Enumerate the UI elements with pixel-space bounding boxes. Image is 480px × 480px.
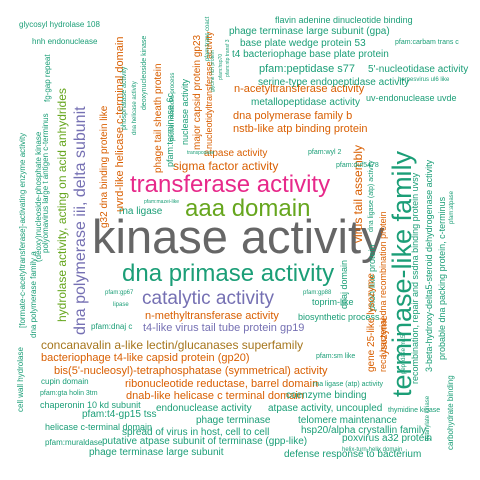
word-protein-metabolic: protein metabolic process [170,72,176,141]
word-capsid-gp20: bacteriophage t4-like capsid protein (gp… [41,352,250,364]
word-n-acetyltransferase: n-acetyltransferase activity [234,83,365,95]
word-hydrolase-activity: hydrolase activity, acting on acid anhyd… [55,88,69,322]
word-dna-polymerase-iii: dna polymerase iii, delta subunit [72,106,89,335]
word-peptidase-m15: peptidase m15 [401,334,407,374]
word-phage-terminase-large: phage terminase large subunit [89,447,224,458]
word-pfam-sm-like: pfam:sm like [316,353,356,360]
word-dna-ligase-atp: dna ligase (atp) activity [368,160,375,232]
word-dna-packing: probable dna packing protein, c-terminus [437,196,447,360]
word-hsp20: hsp20/alpha crystallin family [301,425,427,436]
word-telomere: telomere maintenance [298,415,397,426]
word-steroid-dehydrogenase: 3-beta-hydroxy-delta5-steroid dehydrogen… [424,159,434,372]
word-g32-dna-binding: g32 dna binding protein like [99,105,110,228]
word-atpase-activity: atpase activity [204,148,268,159]
word-hnh-endonuclease: hnh endonuclease [32,37,98,46]
word-endonuclease-activity: endonuclease activity [156,403,252,414]
word-deoxy-nucleoside-phosphate: (deoxy)nucleoside-phosphate kinase [34,131,43,262]
word-t4-base-plate: t4 bacteriophage base plate protein [232,49,389,60]
word-deoxynucleoside-kinase: deoxynucleoside kinase [141,35,148,110]
word-sigma-factor: sigma factor activity [173,159,279,173]
word-concanavalin: concanavalin a-like lectin/glucanases su… [41,338,304,352]
word-biosynthetic-process: biosynthetic process [298,312,380,322]
word-pfam-peptidase-s77: pfam:peptidase s77 [259,63,356,75]
word-metallopeptidase: metallopeptidase activity [251,97,360,108]
word-dna-primase-activity: dna primase activity [122,260,335,287]
word-pfam-gp67: pfam:gp67 [105,290,134,296]
word-dna-helicase-activity: dna helicase activity [132,81,138,135]
word-putative-atpase: putative atpase subunit of terminase (gp… [102,436,308,447]
word-thymidine-kinase: thymidine kinase [388,407,441,414]
word-helicase-c-terminal: helicase c-terminal domain [45,422,153,432]
word-terminase-gpa: phage terminase large subunit (gpa) [229,26,390,37]
word-glycine-rich: glycine rich protein [210,50,216,92]
word-cupin-domain: cupin domain [41,377,89,386]
word-serine-endopeptidase: serine-type endopeptidase activity [258,77,410,88]
word-cell-wall-hydrolase: cell wall hydrolase [16,347,25,412]
word-glycosyl-hydrolase: glycosyl hydrolase 108 [19,20,100,29]
word-pfam-carbam: pfam:carbam trans c [395,39,459,46]
word-helix-turn-helix: helix-turn-helix domain [342,447,403,453]
word-catalytic-activity: catalytic activity [142,288,274,309]
word-dnaj-domain: dnaj domain [339,259,349,309]
word-5-nucleotidase: 5'-nucleotidase activity [368,64,469,75]
word-atpase-uncoupled: atpase activity, uncoupled [268,403,383,414]
word-formate-acetyltransferase: [formate-c-acetyltransferase]-activating… [18,132,27,328]
word-spread-of-virus: spread of virus in host, cell to cell [122,427,270,438]
word-pfam-muraldase: pfam:muraldase [45,438,103,447]
word-carbohydrate-binding: carbohydrate binding [446,375,455,450]
word-chaperonin: chaperonin 10 kd subunit [40,400,141,410]
word-phage-tail-sheath: phage tail sheath protein [153,63,164,173]
word-major-capsid-gp23: major capsid protein gp23 [192,34,203,150]
word-nstb-atp: nstb-like atp binding protein [233,123,368,135]
word-pfam-trans-coact: pfam:trans coact [205,16,211,61]
word-t4-tail-tube: t4-like virus tail tube protein gp19 [143,322,305,334]
word-nuclease-activity: nuclease activity [180,78,190,145]
word-pfam-mazei: pfam:mazei-like [144,199,180,205]
word-toprim-like: toprim-like [312,297,354,307]
word-recombination-uvsy: recombination, repair and ssdna binding … [410,172,420,384]
word-coenzyme-binding: coenzyme binding [286,390,367,401]
word-ribonucleotide-reductase: ribonucleotide reductase, barrel domain [125,378,319,390]
word-poxvirus-a32: poxvirus a32 protein [342,433,433,444]
word-defense-response: defense response to bacterium [284,449,422,460]
word-rna-ligase-atp: rna ligase (atp) activity [313,381,384,388]
word-transposase: transposase [187,150,215,156]
word-phosphatase-activity: phosphatase activity [121,66,128,130]
word-base-plate-wedge: base plate wedge protein 53 [240,38,366,49]
word-lipase: lipase [113,302,129,308]
word-pfam-hsp70: pfam:hsp70 [218,53,224,80]
word-kinase-activity: kinase activity [92,210,385,263]
word-phage-terminase: phage terminase [196,415,271,426]
word-pfam-duf5478: pfam:duf5478 [336,162,379,169]
word-polyomavirus: polyomavirus large t antigen c-terminus [41,113,50,253]
word-pfam-ntp-transf: pfam:ntp transf 3 [225,39,231,77]
word-dna-pol-family-b: dna polymerase family b [233,110,353,122]
word-pfam-gta-holin: pfam:gta holin 3tm [40,390,98,397]
word-gene-25-lysozyme: gene 25-like lysozyme [366,273,377,372]
word-transferase-activity: transferase activity [130,171,331,198]
word-n-methyltransferase: n-methyltransferase activity [145,310,279,322]
word-uv-endonuclease: uv-endonuclease uvde [366,93,457,103]
word-pfam-atpase: pfam:atpase [449,190,455,224]
word-tetraphosphatase: bis(5'-nucleosyl)-tetraphosphatase (symm… [54,365,328,377]
word-pfam-gp88: pfam:gp88 [303,290,332,296]
word-lysozyme: lysozyme [379,315,390,357]
word-dna-pol-family-a: dna polymerase family a [29,251,38,338]
word-pfam-wyl2: pfam:wyl 2 [308,149,342,156]
word-pfam-t4-gp15: pfam:t4-gp15 tss [82,409,157,420]
word-flavin: flavin adenine dinucleotide binding [275,15,413,25]
word-aaa-domain: aaa domain [185,195,311,222]
word-fg-gap: fg-gap repeat [43,54,52,102]
word-herpesvirus-ul6: herpesvirus ul6 like [398,77,450,83]
word-pfam-dnaj-c: pfam:dnaj c [91,322,133,331]
word-virus-tail-assembly: virus tail assembly [351,144,365,243]
word-rna-ligase: rna ligase [119,206,163,217]
word-dnab-helicase: dnab-like helicase c terminal domain [126,390,304,402]
